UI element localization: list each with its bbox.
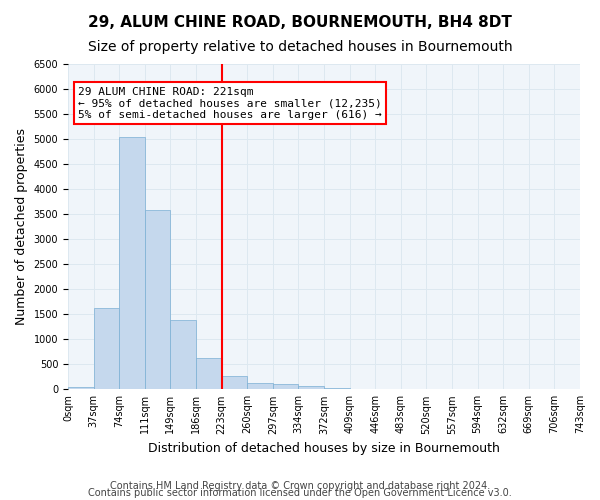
Bar — [247, 384, 273, 390]
Bar — [170, 320, 196, 390]
Bar — [273, 384, 298, 390]
Text: Size of property relative to detached houses in Bournemouth: Size of property relative to detached ho… — [88, 40, 512, 54]
Text: Contains HM Land Registry data © Crown copyright and database right 2024.: Contains HM Land Registry data © Crown c… — [110, 481, 490, 491]
Bar — [145, 210, 170, 390]
Bar — [298, 386, 324, 390]
Bar — [196, 358, 221, 390]
Text: Contains public sector information licensed under the Open Government Licence v3: Contains public sector information licen… — [88, 488, 512, 498]
Bar — [68, 387, 94, 390]
Text: 29 ALUM CHINE ROAD: 221sqm
← 95% of detached houses are smaller (12,235)
5% of s: 29 ALUM CHINE ROAD: 221sqm ← 95% of deta… — [78, 87, 382, 120]
Bar — [119, 136, 145, 390]
Bar — [350, 389, 375, 390]
Y-axis label: Number of detached properties: Number of detached properties — [15, 128, 28, 325]
Bar — [221, 376, 247, 390]
Bar — [94, 308, 119, 390]
X-axis label: Distribution of detached houses by size in Bournemouth: Distribution of detached houses by size … — [148, 442, 500, 455]
Text: 29, ALUM CHINE ROAD, BOURNEMOUTH, BH4 8DT: 29, ALUM CHINE ROAD, BOURNEMOUTH, BH4 8D… — [88, 15, 512, 30]
Bar — [324, 388, 350, 390]
